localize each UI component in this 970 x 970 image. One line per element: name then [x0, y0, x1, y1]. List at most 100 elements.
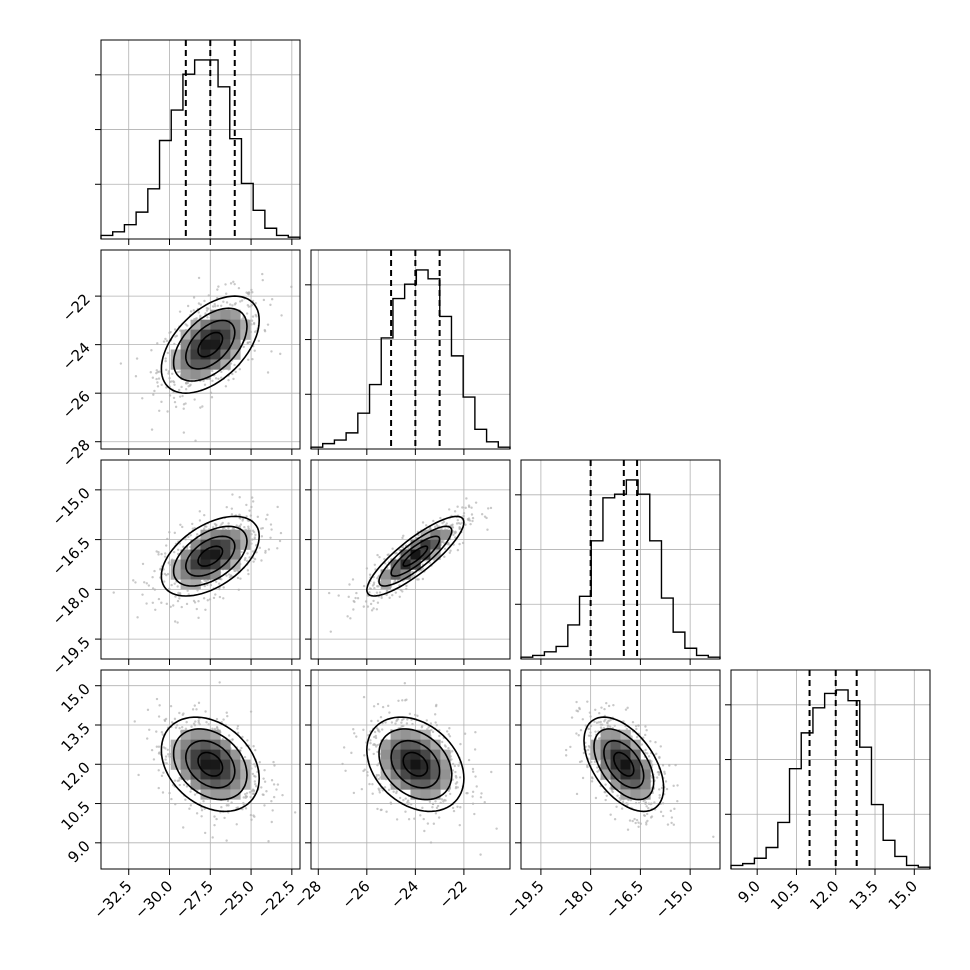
sample-point [471, 795, 474, 798]
density-cell [190, 759, 201, 770]
sample-point [189, 804, 193, 807]
sample-point [402, 724, 405, 728]
sample-point [373, 730, 377, 734]
y-tick-label: −28 [59, 436, 94, 471]
y-tick-label: 13.5 [57, 719, 93, 755]
density-cell [210, 529, 221, 540]
sample-point [455, 522, 459, 525]
sample-point [178, 726, 181, 730]
sample-point [155, 745, 159, 748]
density-cell [210, 729, 221, 740]
sample-point [377, 762, 380, 765]
x-tick-label: 15.0 [885, 877, 921, 913]
sample-point [673, 807, 676, 811]
sample-point [371, 792, 374, 795]
sample-point [203, 299, 206, 303]
sample-point [462, 514, 465, 518]
density-cell [200, 319, 211, 330]
density-cell [430, 529, 441, 540]
density-cell [390, 769, 401, 780]
sample-point [362, 769, 365, 773]
density-cell [220, 749, 231, 760]
sample-point [655, 752, 658, 756]
sample-point [352, 791, 356, 795]
density-cell [190, 359, 201, 370]
sample-point [250, 505, 253, 509]
sample-point [362, 605, 366, 608]
density-cell [210, 769, 221, 780]
sample-point [670, 821, 673, 825]
sample-point [136, 616, 139, 619]
sample-point [176, 779, 179, 783]
sample-point [658, 796, 661, 799]
sample-point [173, 620, 177, 623]
sample-point [435, 806, 439, 810]
sample-point [135, 357, 139, 360]
sample-point [239, 577, 242, 580]
density-cell [210, 549, 221, 560]
sample-point [367, 748, 371, 751]
sample-point [215, 523, 218, 527]
density-cell [430, 539, 441, 550]
density-cell [430, 759, 441, 770]
sample-point [214, 305, 217, 308]
sample-point [599, 720, 602, 724]
density-cell [190, 569, 201, 580]
x-tick-label: −15.0 [652, 877, 697, 922]
sample-point [362, 728, 365, 731]
sample-point [211, 305, 215, 308]
sample-point [197, 721, 200, 724]
sample-point [175, 724, 179, 727]
density-cell [230, 779, 241, 790]
sample-point [160, 601, 163, 604]
density-cell [210, 539, 221, 550]
sample-point [191, 522, 194, 526]
sample-point [416, 714, 419, 718]
sample-point [456, 505, 459, 508]
sample-point [411, 722, 414, 726]
sample-point [419, 814, 422, 817]
sample-point [646, 819, 649, 823]
sample-point [588, 752, 591, 756]
sample-point [593, 760, 597, 763]
sample-point [387, 553, 390, 556]
sample-point [454, 536, 457, 539]
sample-point [203, 831, 207, 835]
sample-point [450, 750, 454, 753]
sample-point [433, 525, 437, 529]
sample-point [157, 715, 161, 718]
sample-point [467, 505, 471, 509]
sample-point [584, 724, 587, 727]
sample-point [156, 342, 159, 345]
y-tick-label: −26 [59, 387, 94, 422]
sample-point [218, 681, 221, 684]
sample-point [405, 587, 408, 591]
density-cell [220, 759, 231, 770]
sample-point [230, 801, 233, 804]
sample-point [659, 810, 663, 814]
x-tick-label: −24 [387, 877, 422, 912]
sample-point [637, 821, 640, 824]
sample-point [173, 383, 176, 386]
sample-point [483, 801, 486, 804]
density-cell [630, 759, 641, 770]
sample-point [253, 557, 257, 561]
density-cell [180, 359, 191, 370]
sample-point [607, 704, 611, 708]
density-cell [390, 729, 401, 740]
sample-point [157, 745, 161, 748]
sample-point [466, 791, 469, 795]
sample-point [464, 506, 467, 509]
sample-point [240, 746, 243, 750]
sample-point [157, 752, 161, 755]
sample-point [635, 727, 638, 731]
sample-point [600, 706, 603, 709]
sample-point [253, 763, 256, 766]
sample-point [264, 518, 268, 521]
x-tick-label: −30.0 [131, 877, 176, 922]
sample-point [471, 770, 475, 773]
sample-point [377, 774, 380, 777]
sample-point [628, 819, 632, 822]
density-cell [630, 739, 641, 750]
sample-point [186, 304, 190, 308]
